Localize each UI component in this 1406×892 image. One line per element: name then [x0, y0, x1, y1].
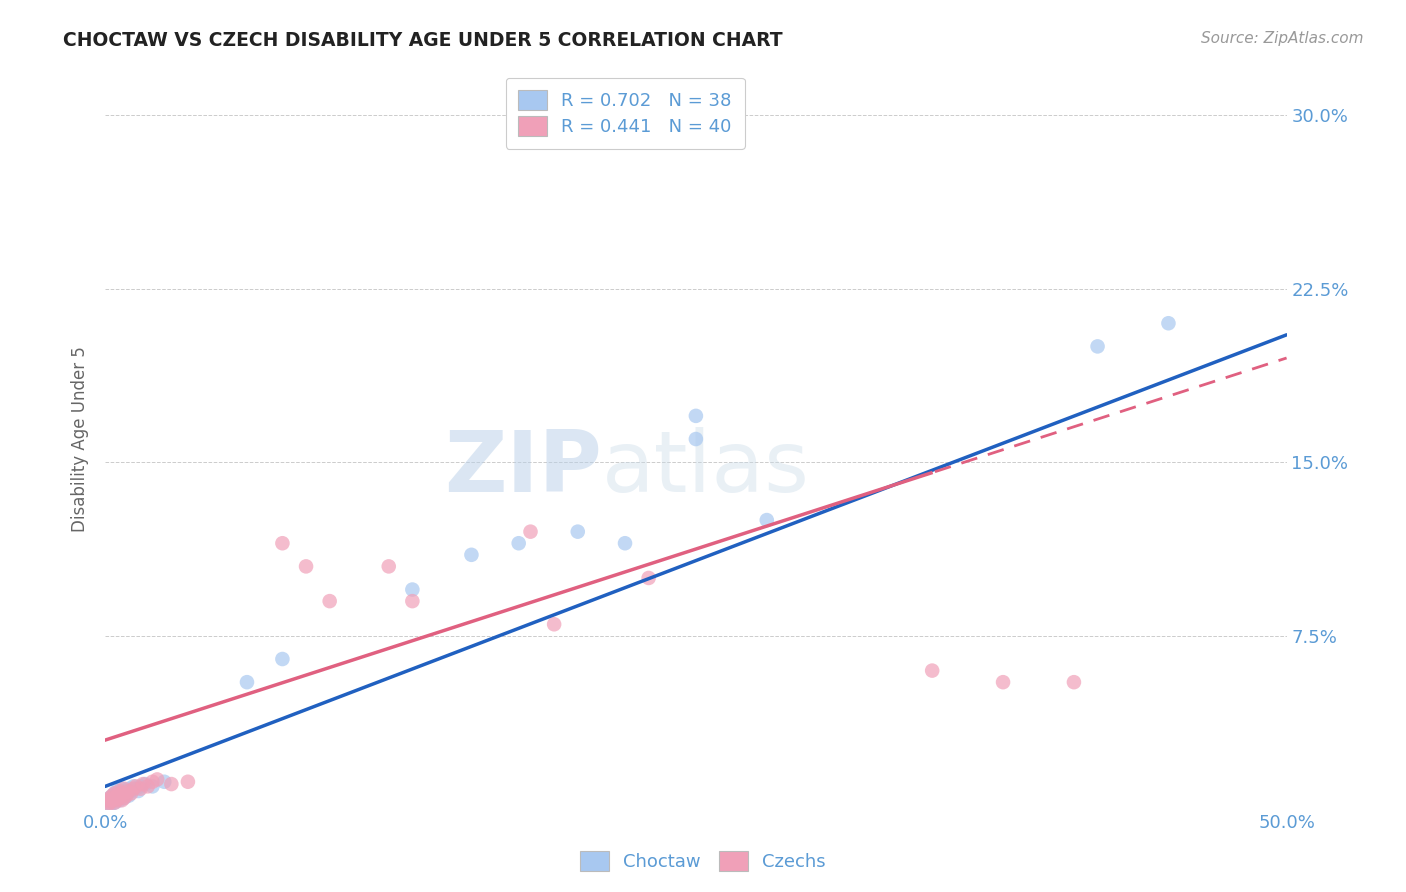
Point	[141, 774, 163, 789]
Point	[318, 594, 340, 608]
Point	[108, 791, 131, 805]
Point	[98, 797, 121, 812]
Text: ZIP: ZIP	[444, 427, 602, 510]
Point	[120, 786, 142, 800]
Point	[104, 796, 127, 810]
Point	[105, 791, 128, 805]
Point	[146, 772, 169, 787]
Point	[134, 777, 156, 791]
Point	[111, 789, 134, 803]
Point	[153, 774, 176, 789]
Point	[271, 652, 294, 666]
Point	[460, 548, 482, 562]
Point	[104, 796, 127, 810]
Point	[112, 781, 135, 796]
Point	[1087, 339, 1109, 353]
Text: CHOCTAW VS CZECH DISABILITY AGE UNDER 5 CORRELATION CHART: CHOCTAW VS CZECH DISABILITY AGE UNDER 5 …	[63, 31, 783, 50]
Legend: R = 0.702   N = 38, R = 0.441   N = 40: R = 0.702 N = 38, R = 0.441 N = 40	[506, 78, 745, 149]
Point	[755, 513, 778, 527]
Point	[112, 784, 135, 798]
Legend: Choctaw, Czechs: Choctaw, Czechs	[572, 844, 834, 879]
Point	[118, 781, 141, 796]
Point	[508, 536, 530, 550]
Point	[112, 791, 135, 805]
Point	[401, 594, 423, 608]
Text: Source: ZipAtlas.com: Source: ZipAtlas.com	[1201, 31, 1364, 46]
Point	[685, 409, 707, 423]
Point	[543, 617, 565, 632]
Point	[377, 559, 399, 574]
Point	[120, 784, 142, 798]
Y-axis label: Disability Age Under 5: Disability Age Under 5	[72, 346, 89, 532]
Text: atlas: atlas	[602, 427, 810, 510]
Point	[122, 780, 145, 794]
Point	[115, 789, 138, 803]
Point	[104, 786, 127, 800]
Point	[921, 664, 943, 678]
Point	[101, 793, 124, 807]
Point	[108, 786, 131, 800]
Point	[543, 120, 565, 134]
Point	[111, 793, 134, 807]
Point	[614, 536, 637, 550]
Point	[125, 781, 148, 796]
Point	[132, 777, 155, 791]
Point	[122, 781, 145, 796]
Point	[685, 432, 707, 446]
Point	[129, 780, 152, 794]
Point	[177, 774, 200, 789]
Point	[97, 797, 120, 812]
Point	[401, 582, 423, 597]
Point	[1157, 316, 1180, 330]
Point	[105, 793, 128, 807]
Point	[97, 793, 120, 807]
Point	[1063, 675, 1085, 690]
Point	[101, 789, 124, 803]
Point	[136, 780, 159, 794]
Point	[637, 571, 659, 585]
Point	[105, 784, 128, 798]
Point	[98, 791, 121, 805]
Point	[98, 796, 121, 810]
Point	[118, 784, 141, 798]
Point	[295, 559, 318, 574]
Point	[271, 536, 294, 550]
Point	[141, 780, 163, 794]
Point	[111, 781, 134, 796]
Point	[104, 786, 127, 800]
Point	[125, 780, 148, 794]
Point	[101, 793, 124, 807]
Point	[115, 786, 138, 800]
Point	[97, 796, 120, 810]
Point	[98, 791, 121, 805]
Point	[111, 786, 134, 800]
Point	[567, 524, 589, 539]
Point	[519, 524, 541, 539]
Point	[127, 784, 149, 798]
Point	[991, 675, 1014, 690]
Point	[112, 791, 135, 805]
Point	[236, 675, 259, 690]
Point	[160, 777, 183, 791]
Point	[108, 784, 131, 798]
Point	[101, 789, 124, 803]
Point	[129, 781, 152, 796]
Point	[118, 789, 141, 803]
Point	[108, 793, 131, 807]
Point	[105, 789, 128, 803]
